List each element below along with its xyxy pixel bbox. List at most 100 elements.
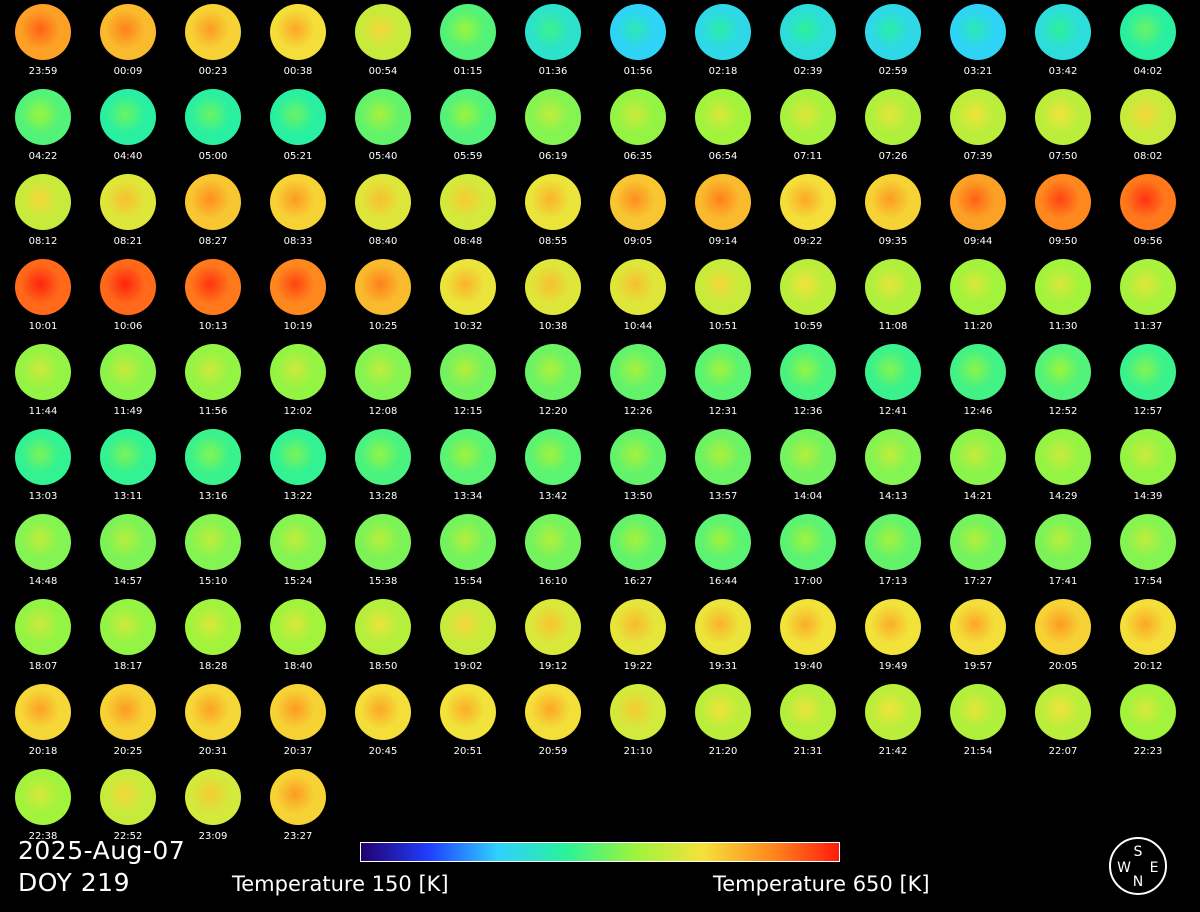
thermal-disc	[525, 429, 581, 485]
frame-cell: 10:06	[86, 259, 166, 343]
frame-cell: 20:25	[86, 684, 166, 768]
frame-cell: 09:05	[596, 174, 676, 258]
frame-time-label: 21:31	[793, 746, 823, 757]
frame-time-label: 15:54	[453, 576, 483, 587]
thermal-disc	[15, 684, 71, 740]
frame-cell: 21:42	[851, 684, 931, 768]
frame-cell: 19:40	[766, 599, 846, 683]
compass-west: W	[1117, 860, 1131, 876]
frame-time-label: 18:07	[28, 661, 58, 672]
date-label: 2025-Aug-07	[18, 836, 186, 865]
thermal-disc	[780, 599, 836, 655]
frame-time-label: 08:12	[28, 236, 58, 247]
frame-time-label: 21:54	[963, 746, 993, 757]
frame-cell: 08:33	[256, 174, 336, 258]
frame-cell: 15:38	[341, 514, 421, 598]
thermal-disc	[525, 684, 581, 740]
frame-cell: 22:52	[86, 769, 166, 853]
frame-cell: 10:44	[596, 259, 676, 343]
thermal-disc	[610, 684, 666, 740]
thermal-disc	[100, 514, 156, 570]
frame-time-label: 20:25	[113, 746, 143, 757]
frame-cell: 07:26	[851, 89, 931, 173]
frame-cell: 20:18	[1, 684, 81, 768]
thermal-disc	[440, 429, 496, 485]
thermal-disc	[525, 89, 581, 145]
frame-time-label: 18:50	[368, 661, 398, 672]
frame-cell: 16:10	[511, 514, 591, 598]
frame-cell: 10:19	[256, 259, 336, 343]
thermal-disc	[440, 599, 496, 655]
frame-cell: 10:59	[766, 259, 846, 343]
frame-time-label: 09:05	[623, 236, 653, 247]
frame-time-label: 09:35	[878, 236, 908, 247]
frame-time-label: 19:22	[623, 661, 653, 672]
thermal-disc	[1120, 429, 1176, 485]
frame-cell: 23:27	[256, 769, 336, 853]
frame-time-label: 00:23	[198, 66, 228, 77]
frame-cell: 12:15	[426, 344, 506, 428]
frame-cell: 01:56	[596, 4, 676, 88]
frame-cell: 20:59	[511, 684, 591, 768]
thermal-disc	[780, 514, 836, 570]
frame-time-label: 10:06	[113, 321, 143, 332]
frame-cell: 08:12	[1, 174, 81, 258]
thermal-disc	[695, 259, 751, 315]
thermal-disc	[15, 4, 71, 60]
frame-cell: 18:17	[86, 599, 166, 683]
frame-cell: 12:20	[511, 344, 591, 428]
thermal-disc	[780, 344, 836, 400]
thermal-disc	[100, 344, 156, 400]
frame-time-label: 02:59	[878, 66, 908, 77]
frame-time-label: 09:14	[708, 236, 738, 247]
frame-cell: 07:11	[766, 89, 846, 173]
frame-time-label: 12:20	[538, 406, 568, 417]
frame-cell: 11:56	[171, 344, 251, 428]
frame-time-label: 18:17	[113, 661, 143, 672]
frame-time-label: 20:12	[1133, 661, 1163, 672]
thermal-disc	[1035, 684, 1091, 740]
frame-time-label: 10:51	[708, 321, 738, 332]
frame-cell: 17:13	[851, 514, 931, 598]
frame-time-label: 21:10	[623, 746, 653, 757]
thermal-disc	[1120, 4, 1176, 60]
compass-south: S	[1134, 844, 1143, 860]
thermal-disc	[185, 4, 241, 60]
thermal-disc	[525, 259, 581, 315]
frame-time-label: 16:44	[708, 576, 738, 587]
frame-cell: 16:27	[596, 514, 676, 598]
frame-cell: 13:57	[681, 429, 761, 513]
thermal-disc	[610, 514, 666, 570]
frame-time-label: 06:35	[623, 151, 653, 162]
thermal-disc	[355, 429, 411, 485]
frame-time-label: 14:39	[1133, 491, 1163, 502]
thermal-disc	[865, 599, 921, 655]
thermal-disc	[610, 4, 666, 60]
thermal-disc	[185, 684, 241, 740]
frame-time-label: 08:21	[113, 236, 143, 247]
compass-east: E	[1150, 860, 1159, 876]
thermal-disc	[610, 89, 666, 145]
frame-cell: 19:57	[936, 599, 1016, 683]
thermal-disc	[865, 174, 921, 230]
thermal-disc	[355, 514, 411, 570]
frame-cell: 00:09	[86, 4, 166, 88]
frame-time-label: 06:54	[708, 151, 738, 162]
thermal-disc	[695, 344, 751, 400]
frame-time-label: 22:07	[1048, 746, 1078, 757]
thermal-disc	[695, 174, 751, 230]
frame-time-label: 14:04	[793, 491, 823, 502]
thermal-disc	[950, 684, 1006, 740]
frame-time-label: 04:22	[28, 151, 58, 162]
frame-cell: 15:10	[171, 514, 251, 598]
frame-cell: 10:01	[1, 259, 81, 343]
frame-time-label: 14:13	[878, 491, 908, 502]
frame-time-label: 01:15	[453, 66, 483, 77]
frame-cell: 07:39	[936, 89, 1016, 173]
frame-time-label: 11:49	[113, 406, 143, 417]
frame-time-label: 13:34	[453, 491, 483, 502]
frame-time-label: 08:27	[198, 236, 228, 247]
frame-time-label: 20:31	[198, 746, 228, 757]
thermal-disc	[185, 599, 241, 655]
